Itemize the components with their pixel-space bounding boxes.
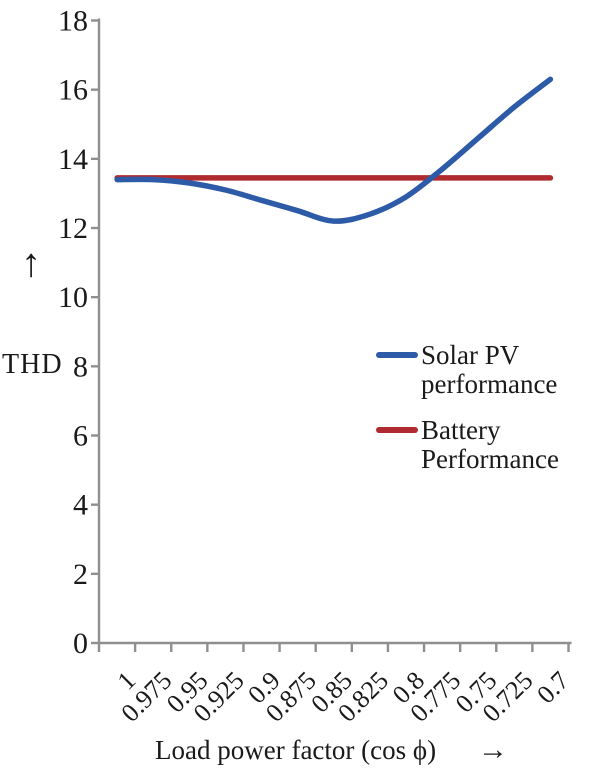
legend-item-battery: Battery Performance: [376, 416, 566, 474]
series-line-solar-pv-performance: [114, 76, 554, 224]
legend-label-solar-pv: Solar PV performance: [421, 340, 558, 399]
y-axis-up-arrow: ↑: [21, 240, 41, 285]
legend-label-battery: Battery Performance: [421, 415, 559, 474]
y-axis-title: THD: [2, 349, 63, 380]
y-tick-label: 2: [73, 558, 88, 591]
y-tick-label: 4: [73, 489, 88, 522]
y-tick-label: 14: [58, 143, 88, 176]
legend-item-solar-pv: Solar PV performance: [376, 341, 566, 399]
x-tick-label: 0.7: [531, 666, 574, 709]
battery-line-swatch: [376, 427, 418, 433]
y-tick-label: 16: [58, 74, 88, 107]
y-tick-label: 6: [73, 420, 88, 453]
legend: Solar PV performance Battery Performance: [376, 341, 566, 491]
y-tick-label: 18: [58, 5, 88, 38]
y-tick-label: 12: [58, 212, 88, 245]
x-axis-title: Load power factor (cos ϕ): [155, 735, 437, 765]
x-axis-right-arrow: →: [478, 733, 508, 766]
y-tick-label: 8: [73, 350, 88, 383]
y-tick-label: 10: [58, 281, 88, 314]
solar-pv-line-swatch: [376, 352, 418, 358]
y-tick-label: 0: [73, 627, 88, 660]
